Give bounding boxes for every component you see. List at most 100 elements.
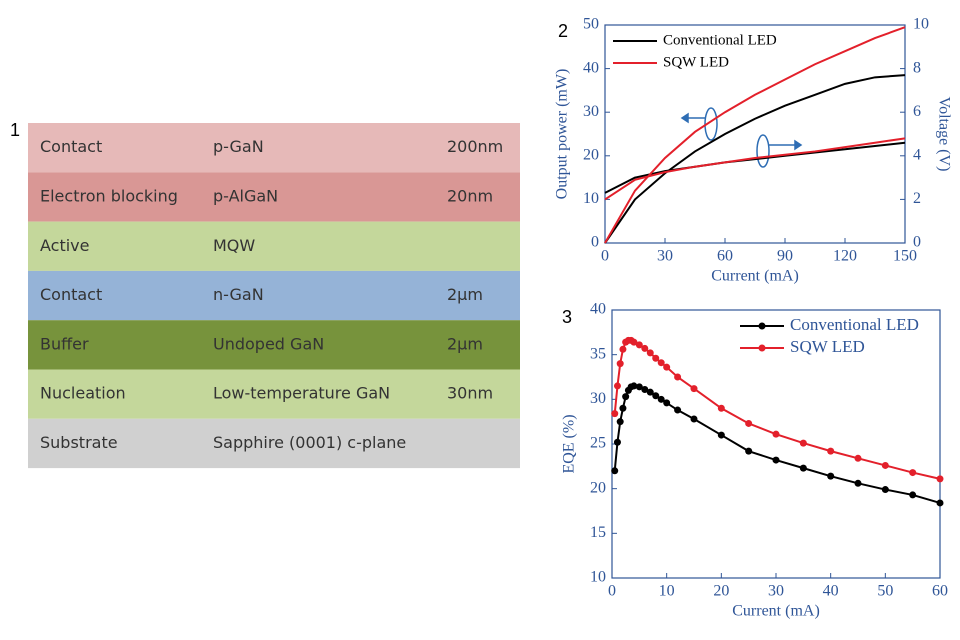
x-tick-label: 30 <box>657 248 673 265</box>
marker <box>635 341 643 349</box>
table-row <box>28 221 520 271</box>
marker <box>772 430 780 438</box>
x-tick-label: 50 <box>877 583 893 600</box>
marker <box>657 359 665 367</box>
marker <box>657 395 665 403</box>
legend-label: Conventional LED <box>790 315 919 334</box>
table-cell: 2µm <box>447 285 483 304</box>
marker <box>827 472 835 480</box>
legend-label: Conventional LED <box>663 32 777 48</box>
y2-tick-label: 2 <box>913 190 921 207</box>
y-tick-label: 30 <box>590 390 606 407</box>
y2-tick-label: 0 <box>913 234 921 251</box>
x-axis-label: Current (mA) <box>732 603 820 620</box>
series-line-y2 <box>604 137 906 201</box>
table-cell: MQW <box>213 236 255 255</box>
table-cell: Contact <box>40 137 102 156</box>
y2-axis-label: Voltage (V) <box>935 97 952 172</box>
table-cell: Undoped GaN <box>213 334 324 353</box>
marker <box>641 344 649 352</box>
table-cell: 2µm <box>447 334 483 353</box>
marker <box>613 438 621 446</box>
plot-frame <box>604 24 906 244</box>
marker <box>854 479 862 487</box>
y2-tick-label: 10 <box>913 16 929 33</box>
panel-label: 1 <box>10 120 20 140</box>
y-tick-label: 50 <box>583 16 599 33</box>
marker <box>652 392 660 400</box>
marker <box>909 469 917 477</box>
annotation-ellipse <box>704 107 718 141</box>
table-cell: Contact <box>40 285 102 304</box>
marker <box>646 349 654 357</box>
marker <box>652 354 660 362</box>
x-tick-label: 0 <box>608 583 616 600</box>
marker <box>619 404 627 412</box>
marker <box>827 447 835 455</box>
marker <box>881 461 889 469</box>
x-axis-label: Current (mA) <box>711 268 799 285</box>
panel-label: 3 <box>562 307 572 327</box>
table-cell: p-AlGaN <box>213 186 278 205</box>
y-axis-label: Output power (mW) <box>554 69 571 200</box>
x-tick-label: 150 <box>893 248 917 265</box>
y-tick-label: 40 <box>583 59 599 76</box>
y-tick-label: 35 <box>590 345 606 362</box>
marker <box>619 345 627 353</box>
marker <box>613 382 621 390</box>
y-tick-label: 10 <box>590 569 606 586</box>
marker <box>772 456 780 464</box>
table-row <box>28 369 520 419</box>
series-line <box>604 26 906 244</box>
marker <box>616 360 624 368</box>
x-tick-label: 40 <box>823 583 839 600</box>
table-cell: 200nm <box>447 137 503 156</box>
series-line-y2 <box>604 141 906 194</box>
marker <box>674 406 682 414</box>
y-tick-label: 0 <box>591 234 599 251</box>
table-row <box>28 270 520 321</box>
y-tick-label: 25 <box>590 435 606 452</box>
table-cell: Nucleation <box>40 384 126 403</box>
marker <box>717 404 725 412</box>
legend-marker <box>758 322 766 330</box>
marker <box>646 388 654 396</box>
marker <box>630 338 638 346</box>
legend-marker <box>758 344 766 352</box>
x-tick-label: 20 <box>713 583 729 600</box>
table-cell: Sapphire (0001) c-plane <box>213 433 406 452</box>
marker <box>663 399 671 407</box>
table-cell: 30nm <box>447 384 493 403</box>
marker <box>799 464 807 472</box>
marker <box>745 447 753 455</box>
y-tick-label: 30 <box>583 103 599 120</box>
y-tick-label: 20 <box>590 479 606 496</box>
series-line <box>604 74 906 244</box>
annotation-ellipse <box>756 134 770 168</box>
y-tick-label: 20 <box>583 146 599 163</box>
marker <box>854 454 862 462</box>
y2-tick-label: 6 <box>913 103 921 120</box>
legend-label: SQW LED <box>790 337 865 356</box>
y2-tick-label: 4 <box>913 146 921 163</box>
marker <box>635 383 643 391</box>
marker <box>936 499 944 507</box>
table-cell: Electron blocking <box>40 186 178 205</box>
marker <box>936 475 944 483</box>
legend-label: SQW LED <box>663 54 729 70</box>
x-tick-label: 60 <box>932 583 948 600</box>
y-tick-label: 40 <box>590 301 606 318</box>
y2-tick-label: 8 <box>913 59 921 76</box>
marker <box>881 486 889 494</box>
table-cell: p-GaN <box>213 137 264 156</box>
x-tick-label: 120 <box>833 248 857 265</box>
annotation-arrows <box>680 107 803 168</box>
y-axis-label: EQE (%) <box>561 414 578 473</box>
y-tick-label: 15 <box>590 524 606 541</box>
table-cell: Buffer <box>40 334 89 353</box>
table-cell: Low-temperature GaN <box>213 384 390 403</box>
y-tick-label: 10 <box>583 190 599 207</box>
marker <box>717 431 725 439</box>
